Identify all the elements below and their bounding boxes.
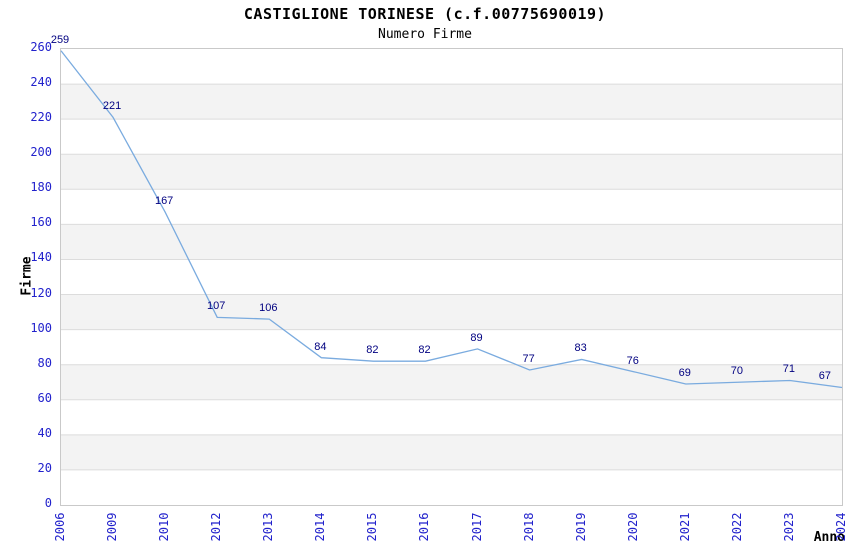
x-tick-label: 2017 bbox=[469, 512, 484, 542]
x-tick-label: 2012 bbox=[209, 512, 224, 542]
chart-subtitle: Numero Firme bbox=[378, 27, 472, 42]
line-series-svg bbox=[60, 49, 843, 505]
background-band bbox=[61, 364, 842, 400]
plot-area bbox=[60, 48, 843, 506]
y-tick-label: 180 bbox=[30, 180, 52, 195]
x-tick-label: 2010 bbox=[157, 512, 172, 542]
x-tick-label: 2018 bbox=[521, 512, 536, 542]
x-tick-label: 2016 bbox=[417, 512, 432, 542]
data-point-label: 69 bbox=[678, 366, 691, 379]
background-band bbox=[61, 469, 842, 505]
data-point-label: 89 bbox=[470, 331, 483, 344]
y-tick-label: 100 bbox=[30, 320, 52, 335]
data-point-label: 84 bbox=[314, 340, 327, 353]
y-tick-label: 120 bbox=[30, 285, 52, 300]
y-tick-label: 60 bbox=[37, 390, 52, 405]
data-point-label: 167 bbox=[154, 195, 174, 208]
chart-title: CASTIGLIONE TORINESE (c.f.00775690019) bbox=[243, 5, 607, 23]
background-band bbox=[61, 119, 842, 155]
data-point-label: 82 bbox=[366, 344, 379, 357]
background-band bbox=[61, 294, 842, 330]
x-tick-label: 2020 bbox=[625, 512, 640, 542]
series-line bbox=[60, 50, 843, 389]
background-band bbox=[61, 49, 842, 85]
x-tick-label: 2006 bbox=[53, 512, 67, 542]
x-tick-label: 2013 bbox=[261, 512, 276, 542]
data-point-label: 221 bbox=[102, 100, 122, 113]
background-band bbox=[61, 84, 842, 120]
background-band bbox=[61, 434, 842, 470]
x-tick-label: 2019 bbox=[573, 512, 588, 542]
data-point-label: 82 bbox=[418, 344, 431, 357]
x-axis-title: Anno bbox=[813, 530, 845, 545]
background-band bbox=[61, 259, 842, 295]
x-tick-label: 2015 bbox=[365, 512, 380, 542]
x-tick-label: 2022 bbox=[729, 512, 744, 542]
data-point-label: 70 bbox=[730, 365, 743, 378]
background-band bbox=[61, 329, 842, 365]
y-tick-label: 160 bbox=[30, 215, 52, 230]
data-point-label: 76 bbox=[626, 354, 639, 367]
y-tick-label: 200 bbox=[30, 145, 52, 160]
data-point-label: 259 bbox=[50, 33, 70, 46]
background-band bbox=[61, 224, 842, 260]
data-point-label: 77 bbox=[522, 352, 535, 365]
x-tick-label: 2021 bbox=[677, 512, 692, 542]
data-point-label: 83 bbox=[574, 342, 587, 355]
x-tick-label: 2014 bbox=[313, 512, 328, 542]
x-tick-label: 2023 bbox=[781, 512, 796, 542]
y-tick-label: 0 bbox=[44, 496, 52, 510]
x-tick-label: 2009 bbox=[105, 512, 120, 542]
y-tick-label: 20 bbox=[37, 460, 52, 475]
y-tick-label: 40 bbox=[37, 425, 52, 440]
data-point-label: 107 bbox=[207, 300, 226, 313]
y-tick-label: 260 bbox=[30, 40, 52, 54]
x-tick-label: 2024 bbox=[834, 512, 848, 542]
y-tick-label: 220 bbox=[30, 110, 52, 125]
background-band bbox=[61, 154, 842, 190]
background-band bbox=[61, 399, 842, 435]
y-tick-label: 140 bbox=[30, 250, 52, 265]
data-point-label: 67 bbox=[818, 370, 831, 383]
data-point-label: 106 bbox=[259, 302, 278, 315]
y-tick-label: 240 bbox=[30, 75, 52, 90]
data-point-label: 71 bbox=[782, 363, 796, 376]
y-tick-label: 80 bbox=[37, 355, 52, 370]
background-band bbox=[61, 189, 842, 225]
